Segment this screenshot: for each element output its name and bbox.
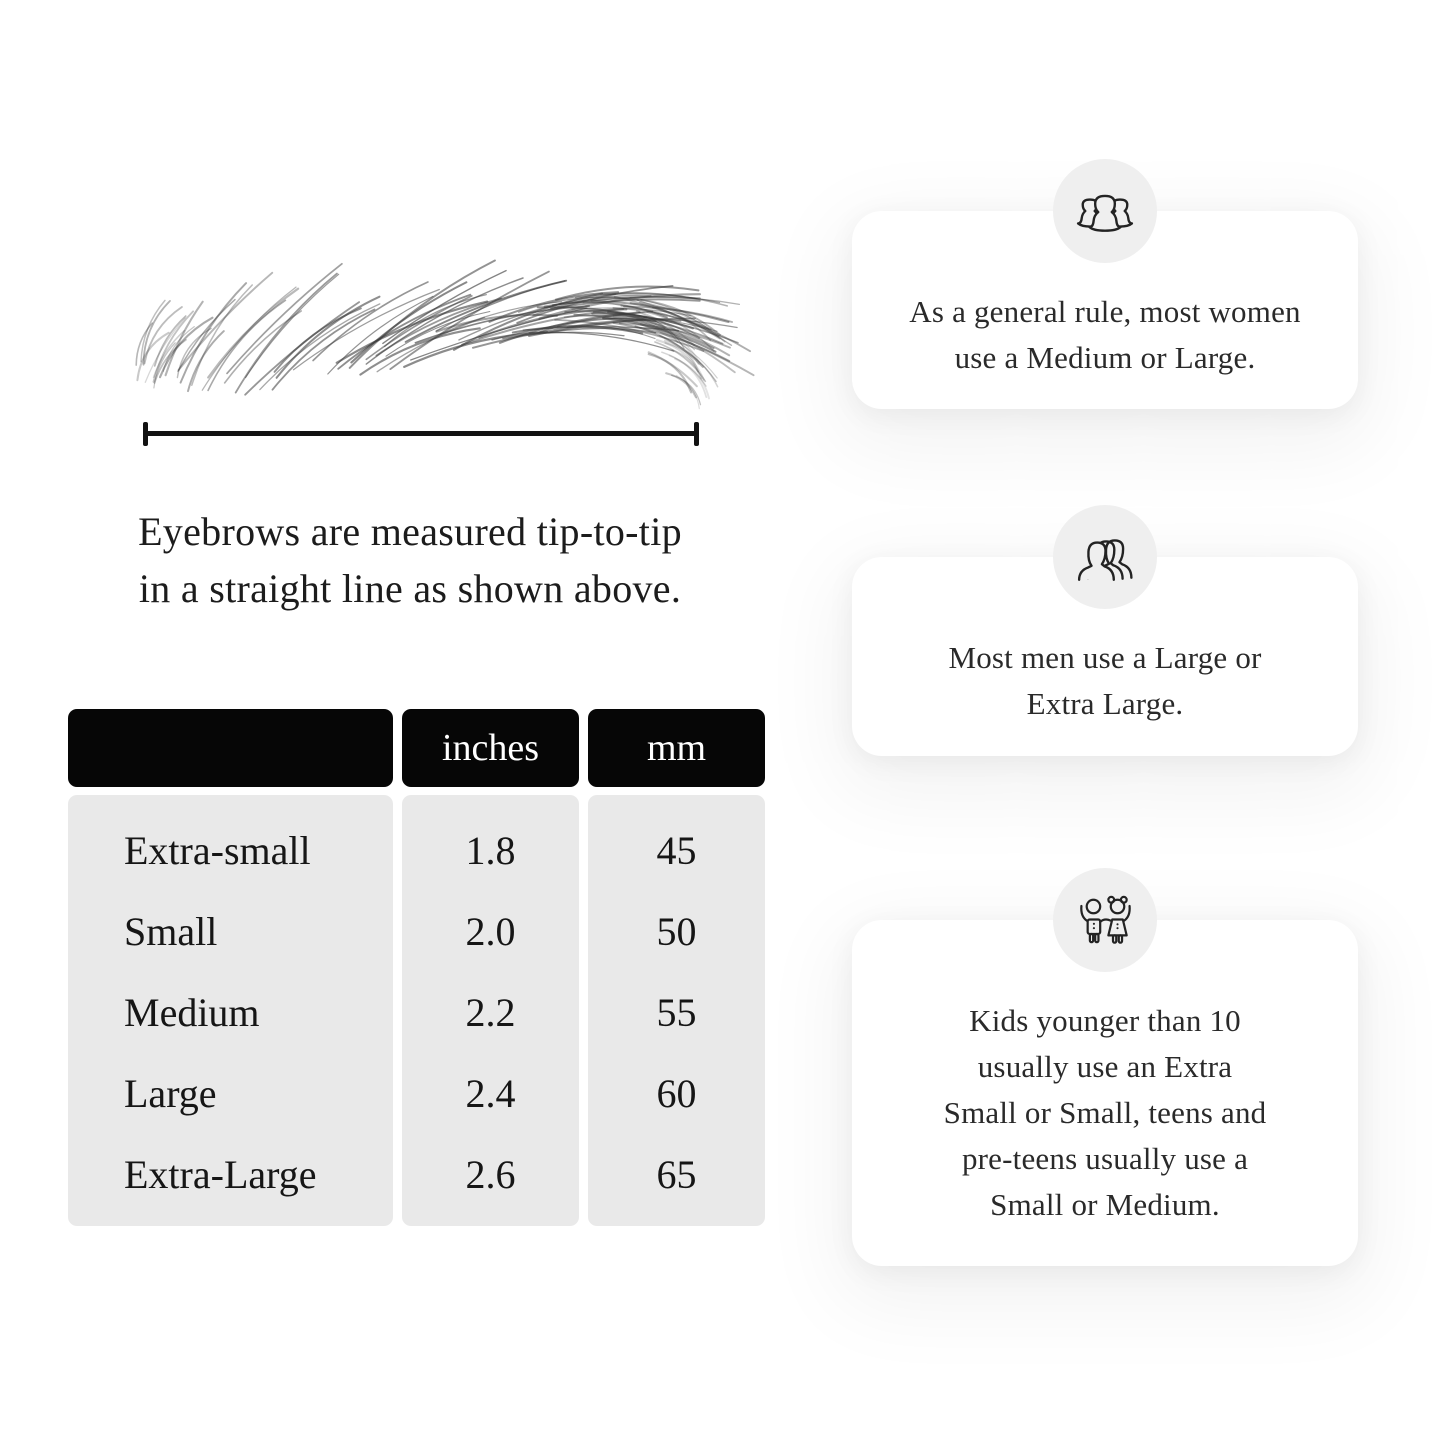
men-group-icon bbox=[1077, 539, 1133, 581]
card-text-line: Kids younger than 10 bbox=[969, 1003, 1241, 1038]
kids-icon bbox=[1080, 895, 1131, 944]
caption-line: Eyebrows are measured tip-to-tip bbox=[138, 509, 682, 554]
size-table: inches mm Extra-small Small Medium Large… bbox=[68, 709, 765, 1226]
size-label-cell: Small bbox=[124, 909, 218, 954]
measurement-line bbox=[143, 421, 699, 446]
size-mm-cell: 60 bbox=[656, 1071, 697, 1116]
size-inches-cell: 2.6 bbox=[465, 1152, 516, 1197]
info-card-kids: Kids younger than 10 usually use an Extr… bbox=[852, 868, 1358, 1266]
size-label-cell: Medium bbox=[124, 990, 260, 1035]
size-table-header-inches: inches bbox=[402, 709, 579, 787]
size-table-header: inches mm bbox=[68, 709, 765, 787]
info-card-women: As a general rule, most women use a Medi… bbox=[852, 159, 1358, 409]
eyebrow-illustration bbox=[135, 259, 755, 410]
card-text-line: Small or Small, teens and bbox=[943, 1095, 1267, 1130]
card-text-line: Extra Large. bbox=[1026, 686, 1184, 721]
measurement-caption: Eyebrows are measured tip-to-tip in a st… bbox=[90, 503, 730, 617]
size-mm-cell: 65 bbox=[656, 1152, 697, 1197]
card-text: As a general rule, most women use a Medi… bbox=[862, 289, 1348, 381]
size-table-header-blank bbox=[68, 709, 393, 787]
size-inches-cell: 1.8 bbox=[465, 828, 516, 873]
size-label-cell: Extra-small bbox=[124, 828, 311, 873]
card-text-line: As a general rule, most women bbox=[909, 294, 1301, 329]
size-label-cell: Large bbox=[124, 1071, 217, 1116]
card-text-line: usually use an Extra bbox=[977, 1049, 1233, 1084]
icon-circle bbox=[1053, 505, 1157, 609]
measurement-endcap-left bbox=[143, 421, 148, 446]
size-inches-cell: 2.4 bbox=[465, 1071, 516, 1116]
caption-line: in a straight line as shown above. bbox=[138, 566, 682, 611]
card-text: Kids younger than 10 usually use an Extr… bbox=[862, 998, 1348, 1228]
size-table-header-mm: mm bbox=[588, 709, 765, 787]
size-inches-cell: 2.2 bbox=[465, 990, 516, 1035]
women-group-icon bbox=[1076, 194, 1134, 232]
size-table-mm-column: 45 50 55 60 65 bbox=[588, 795, 765, 1226]
size-table-inches-column: 1.8 2.0 2.2 2.4 2.6 bbox=[402, 795, 579, 1226]
icon-circle bbox=[1053, 868, 1157, 972]
size-inches-cell: 2.0 bbox=[465, 909, 516, 954]
size-mm-cell: 50 bbox=[656, 909, 697, 954]
size-mm-cell: 55 bbox=[656, 990, 697, 1035]
size-mm-cell: 45 bbox=[656, 828, 697, 873]
card-text-line: pre-teens usually use a bbox=[961, 1141, 1249, 1176]
icon-circle bbox=[1053, 159, 1157, 263]
card-text-line: Small or Medium. bbox=[990, 1187, 1220, 1222]
info-card-men: Most men use a Large or Extra Large. bbox=[852, 505, 1358, 756]
card-text-line: use a Medium or Large. bbox=[954, 340, 1256, 375]
card-text: Most men use a Large or Extra Large. bbox=[862, 635, 1348, 727]
measurement-endcap-right bbox=[694, 421, 699, 446]
size-label-cell: Extra-Large bbox=[124, 1152, 317, 1197]
size-table-body: Extra-small Small Medium Large Extra-Lar… bbox=[68, 795, 765, 1226]
card-text-line: Most men use a Large or bbox=[948, 640, 1262, 675]
size-table-label-column: Extra-small Small Medium Large Extra-Lar… bbox=[68, 795, 393, 1226]
